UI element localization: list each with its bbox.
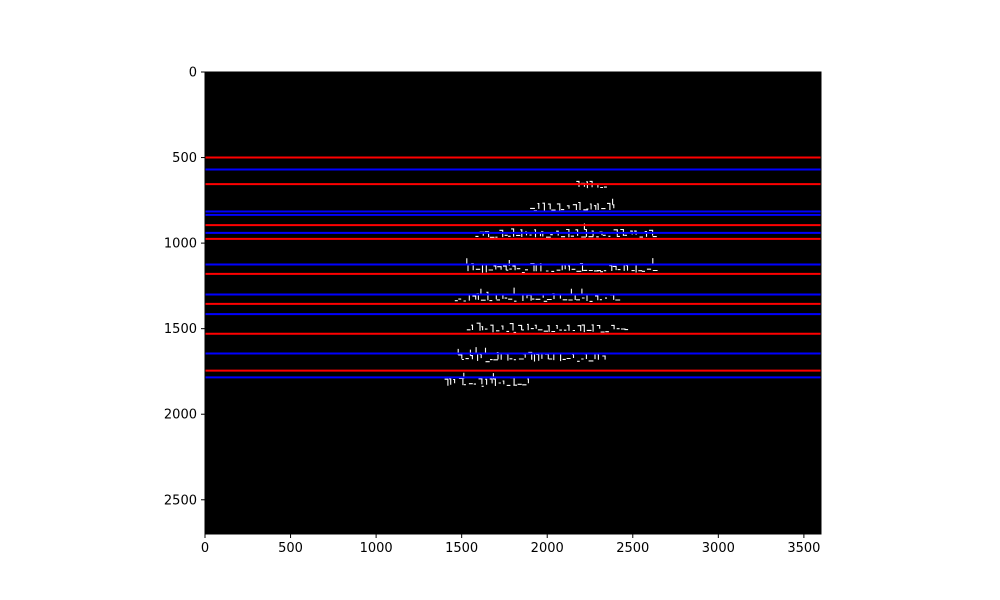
plot-frame bbox=[204, 71, 822, 535]
y-tick-label: 1000 bbox=[164, 237, 197, 252]
x-tick-label: 2500 bbox=[616, 541, 649, 556]
y-tick-label: 2000 bbox=[164, 408, 197, 423]
x-tick-label: 3500 bbox=[787, 541, 820, 556]
text-line-strokes bbox=[466, 322, 629, 333]
x-axis: 0 500 1000 1500 2000 2500 3000 3500 bbox=[201, 534, 820, 556]
x-tick-label: 500 bbox=[278, 541, 303, 556]
x-tick-label: 1000 bbox=[360, 541, 393, 556]
x-tick-label: 0 bbox=[201, 541, 209, 556]
x-tick-label: 1500 bbox=[445, 541, 478, 556]
y-axis: 0 500 1000 1500 2000 2500 bbox=[164, 66, 205, 508]
text-line-strokes bbox=[530, 198, 615, 212]
x-tick-label: 3000 bbox=[702, 541, 735, 556]
y-tick-label: 500 bbox=[172, 151, 197, 166]
x-tick-label: 2000 bbox=[531, 541, 564, 556]
y-tick-label: 1500 bbox=[164, 322, 197, 337]
segmentation-lines-layer bbox=[205, 156, 821, 379]
y-tick-label: 0 bbox=[189, 66, 197, 81]
y-tick-label: 2500 bbox=[164, 493, 197, 508]
